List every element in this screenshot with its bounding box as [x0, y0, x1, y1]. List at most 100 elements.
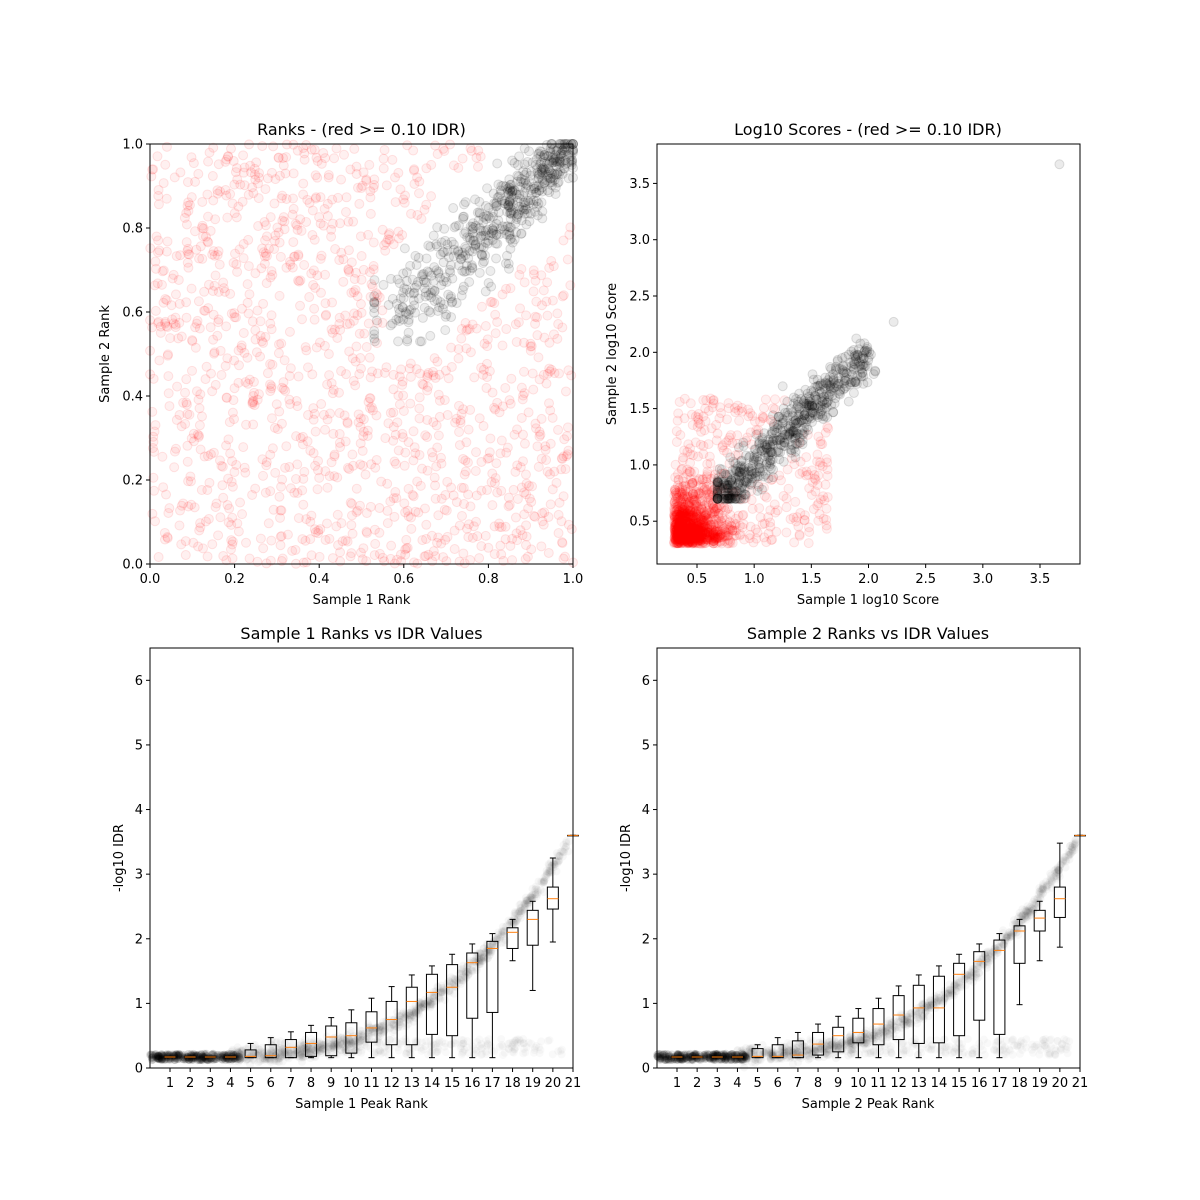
scatter-point: [287, 209, 298, 220]
idr-point: [468, 967, 476, 975]
scatter-point: [482, 334, 493, 345]
scatter-point: [213, 530, 224, 541]
scatter-point: [183, 476, 194, 487]
scatter-point: [560, 464, 571, 475]
scatter-point: [278, 212, 289, 223]
scatter-point: [161, 193, 172, 204]
scatter-point: [357, 445, 368, 456]
scatter-point: [408, 455, 419, 466]
scatter-point: [181, 297, 192, 308]
scatter-point: [822, 470, 833, 481]
scatter-point: [293, 275, 304, 286]
scatter-point: [794, 468, 805, 479]
scatter-point: [330, 244, 341, 255]
scatter-point: [170, 443, 181, 454]
scatter-point: [255, 533, 266, 544]
scatter-point: [717, 440, 728, 451]
scatter-point: [519, 277, 530, 288]
scatter-point: [189, 502, 200, 513]
scatter-point: [197, 220, 208, 231]
scatter-point: [543, 547, 554, 558]
scatter-point: [299, 260, 310, 271]
scatter-point: [197, 253, 208, 264]
scatter-point: [310, 426, 321, 437]
scatter-point: [340, 436, 351, 447]
scatter-point: [708, 395, 719, 406]
scatter-point: [381, 237, 392, 248]
scatter-point: [497, 289, 508, 300]
scatter-point: [696, 426, 707, 437]
scatter-point: [789, 433, 800, 444]
scatter-point: [287, 545, 298, 556]
x-tick-label: 0.2: [224, 572, 245, 587]
scatter-point: [503, 492, 514, 503]
scatter-point: [384, 234, 395, 245]
scatter-point: [195, 518, 206, 529]
scatter-point: [510, 218, 521, 229]
scatter-point: [289, 251, 300, 262]
scatter-point: [730, 513, 741, 524]
panel-ranks: Ranks - (red >= 0.10 IDR) 0.0 0.2 0.4 0.6 0.…: [98, 120, 583, 608]
scatter-point: [153, 199, 164, 210]
scatter-point: [517, 456, 528, 467]
scatter-point: [433, 266, 444, 277]
scatter-point: [680, 485, 691, 496]
scatter-point: [147, 508, 158, 519]
scatter-point: [724, 493, 735, 504]
scatter-point: [216, 460, 227, 471]
scatter-point: [402, 334, 413, 345]
scatter-point: [492, 487, 503, 498]
scatter-point: [528, 265, 539, 276]
idr-point: [415, 998, 423, 1006]
scatter-point: [265, 272, 276, 283]
scatter-point: [147, 406, 158, 417]
scatter-point: [322, 482, 333, 493]
scatter-point: [521, 310, 532, 321]
scatter-point: [188, 428, 199, 439]
scatter-point: [158, 482, 169, 493]
scatter-point: [812, 374, 823, 385]
scatter-point: [321, 518, 332, 529]
scatter-point: [292, 145, 303, 156]
scatter-point: [672, 508, 683, 519]
scatter-point: [430, 493, 441, 504]
scatter-point: [213, 314, 224, 325]
scatter-point: [698, 449, 709, 460]
scatter-point: [237, 196, 248, 207]
scatter-point: [203, 156, 214, 167]
scatter-point: [331, 521, 342, 532]
scatter-point: [439, 223, 450, 234]
scatter-point: [314, 337, 325, 348]
scatter-point: [276, 193, 287, 204]
scatter-point: [468, 235, 479, 246]
scatter-point: [235, 179, 246, 190]
scatter-point: [428, 230, 439, 241]
scatter-point: [238, 442, 249, 453]
scatter-point: [149, 485, 160, 496]
scatter-point: [220, 184, 231, 195]
scatter-point: [456, 408, 467, 419]
scatter-point: [496, 195, 507, 206]
scatter-point: [527, 481, 538, 492]
scatter-point: [448, 490, 459, 501]
scatter-point: [210, 214, 221, 225]
scatter-point: [474, 413, 485, 424]
scatter-point: [153, 552, 164, 563]
scatter-point: [290, 474, 301, 485]
scatter-point: [527, 368, 538, 379]
scatter-point: [305, 516, 316, 527]
scatter-point: [414, 176, 425, 187]
scatter-point: [368, 182, 379, 193]
scatter-point: [265, 359, 276, 370]
scatter-point: [276, 418, 287, 429]
scatter-point: [191, 244, 202, 255]
scatter-point: [238, 239, 249, 250]
scatter-point: [528, 269, 539, 280]
scatter-point: [344, 346, 355, 357]
scatter-point: [539, 178, 550, 189]
scatter-point: [331, 143, 342, 154]
scatter-point: [476, 485, 487, 496]
scatter-point: [266, 413, 277, 424]
scatter-point: [374, 292, 385, 303]
scatter-point: [405, 398, 416, 409]
